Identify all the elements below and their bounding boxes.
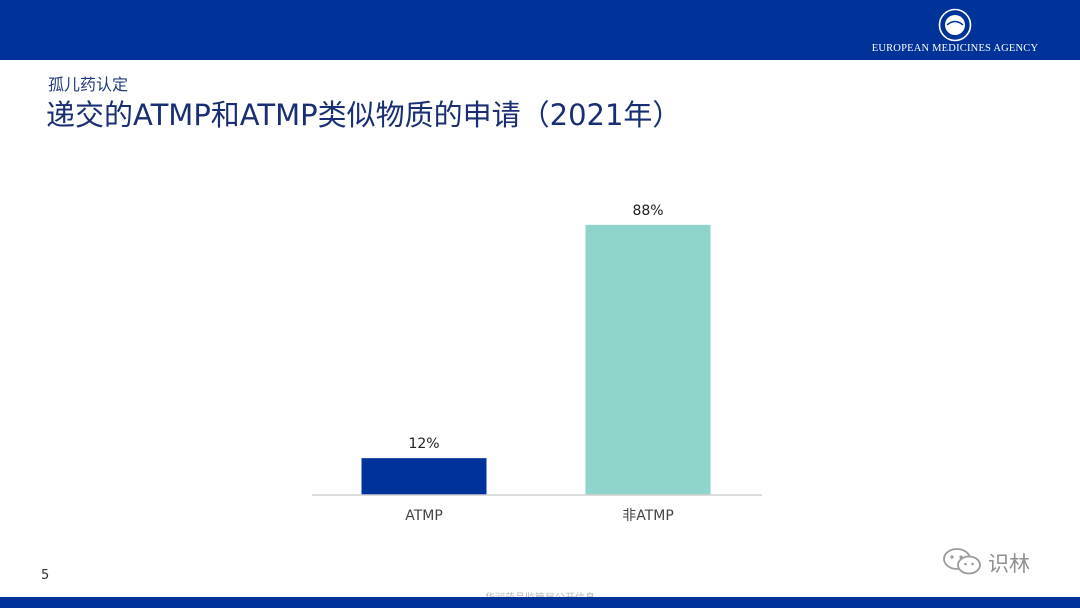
- bar-0: [361, 458, 487, 495]
- slide-title: 递交的ATMP和ATMP类似物质的申请（2021年）: [46, 98, 682, 132]
- watermark: 识林: [940, 546, 1060, 576]
- watermark-text: 识林: [988, 552, 1030, 576]
- slide-subtitle: 孤儿药认定: [48, 75, 129, 94]
- header-bar: EUROPEAN MEDICINES AGENCY: [0, 0, 1080, 60]
- ema-logo-icon: [938, 8, 972, 42]
- category-label-0: ATMP: [405, 508, 443, 524]
- bar-1: [585, 224, 711, 495]
- page-number: 5: [41, 568, 50, 583]
- data-label-0: 12%: [408, 436, 439, 452]
- footer-bar: [0, 597, 1080, 608]
- agency-logo: EUROPEAN MEDICINES AGENCY: [870, 8, 1040, 56]
- data-label-1: 88%: [632, 203, 663, 219]
- wechat-icon: [943, 548, 981, 575]
- agency-name: EUROPEAN MEDICINES AGENCY: [871, 43, 1039, 54]
- category-label-1: 非ATMP: [622, 508, 674, 524]
